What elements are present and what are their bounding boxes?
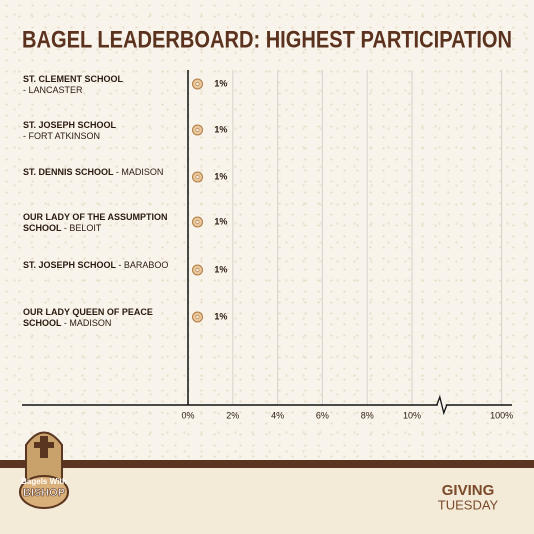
category-label: ST. DENNIS SCHOOL - MADISON	[23, 167, 178, 178]
x-tick-label: 6%	[316, 410, 329, 420]
category-label: OUR LADY QUEEN OF PEACE SCHOOL - MADISON	[23, 307, 178, 329]
bar	[192, 311, 203, 323]
school-location: - FORT ATKINSON	[23, 131, 101, 141]
school-name: ST. JOSEPH SCHOOL	[23, 120, 116, 130]
chart-title: BAGEL LEADERBOARD: HIGHEST PARTICIPATION	[22, 26, 512, 53]
value-label: 1%	[214, 311, 227, 321]
school-name: ST. DENNIS SCHOOL	[23, 167, 114, 177]
category-label: ST. CLEMENT SCHOOL - LANCASTER	[23, 74, 178, 96]
school-name: ST. CLEMENT SCHOOL	[23, 74, 123, 84]
x-tick-label: 4%	[271, 410, 284, 420]
x-tick-label: 100%	[490, 410, 513, 420]
axis-break	[436, 394, 448, 416]
bar	[192, 171, 203, 183]
school-location: - BELOIT	[63, 223, 102, 233]
footer-band	[0, 460, 534, 468]
school-location: - MADISON	[115, 167, 164, 177]
logo-text: Bagels With	[21, 477, 67, 486]
bishop-logo: Bagels With BISHOP	[19, 431, 69, 509]
bar	[192, 216, 203, 228]
x-tick-label: 10%	[403, 410, 421, 420]
bagel-hole	[195, 220, 200, 224]
bagel-hole	[195, 82, 200, 86]
value-label: 1%	[214, 124, 227, 134]
x-tick-label: 2%	[226, 410, 239, 420]
category-label: ST. JOSEPH SCHOOL - BARABOO	[23, 260, 178, 271]
school-location: - MADISON	[63, 318, 112, 328]
bagel-hole	[195, 128, 200, 132]
value-label: 1%	[214, 78, 227, 88]
logo-text: TUESDAY	[438, 497, 499, 512]
bagel-hole	[195, 315, 200, 319]
x-tick-label: 8%	[361, 410, 374, 420]
category-label: OUR LADY OF THE ASSUMPTION SCHOOL - BELO…	[23, 212, 178, 234]
school-name: OUR LADY QUEEN OF PEACE SCHOOL	[23, 307, 153, 328]
footer	[0, 468, 534, 534]
category-label: ST. JOSEPH SCHOOL - FORT ATKINSON	[23, 120, 178, 142]
logo-text: BISHOP	[23, 487, 65, 499]
school-name: OUR LADY OF THE ASSUMPTION SCHOOL	[23, 212, 168, 233]
school-location: - LANCASTER	[23, 85, 83, 95]
school-name: ST. JOSEPH SCHOOL	[23, 260, 116, 270]
bagel-hole	[195, 268, 200, 272]
value-label: 1%	[214, 264, 227, 274]
logo-text: GIVING	[442, 482, 495, 499]
bar	[192, 124, 203, 136]
bar	[192, 264, 203, 276]
value-label: 1%	[214, 171, 227, 181]
bagel-hole	[195, 175, 200, 179]
school-location: - BARABOO	[118, 260, 169, 270]
bar	[192, 78, 203, 90]
value-label: 1%	[214, 216, 227, 226]
x-tick-label: 0%	[181, 410, 194, 420]
